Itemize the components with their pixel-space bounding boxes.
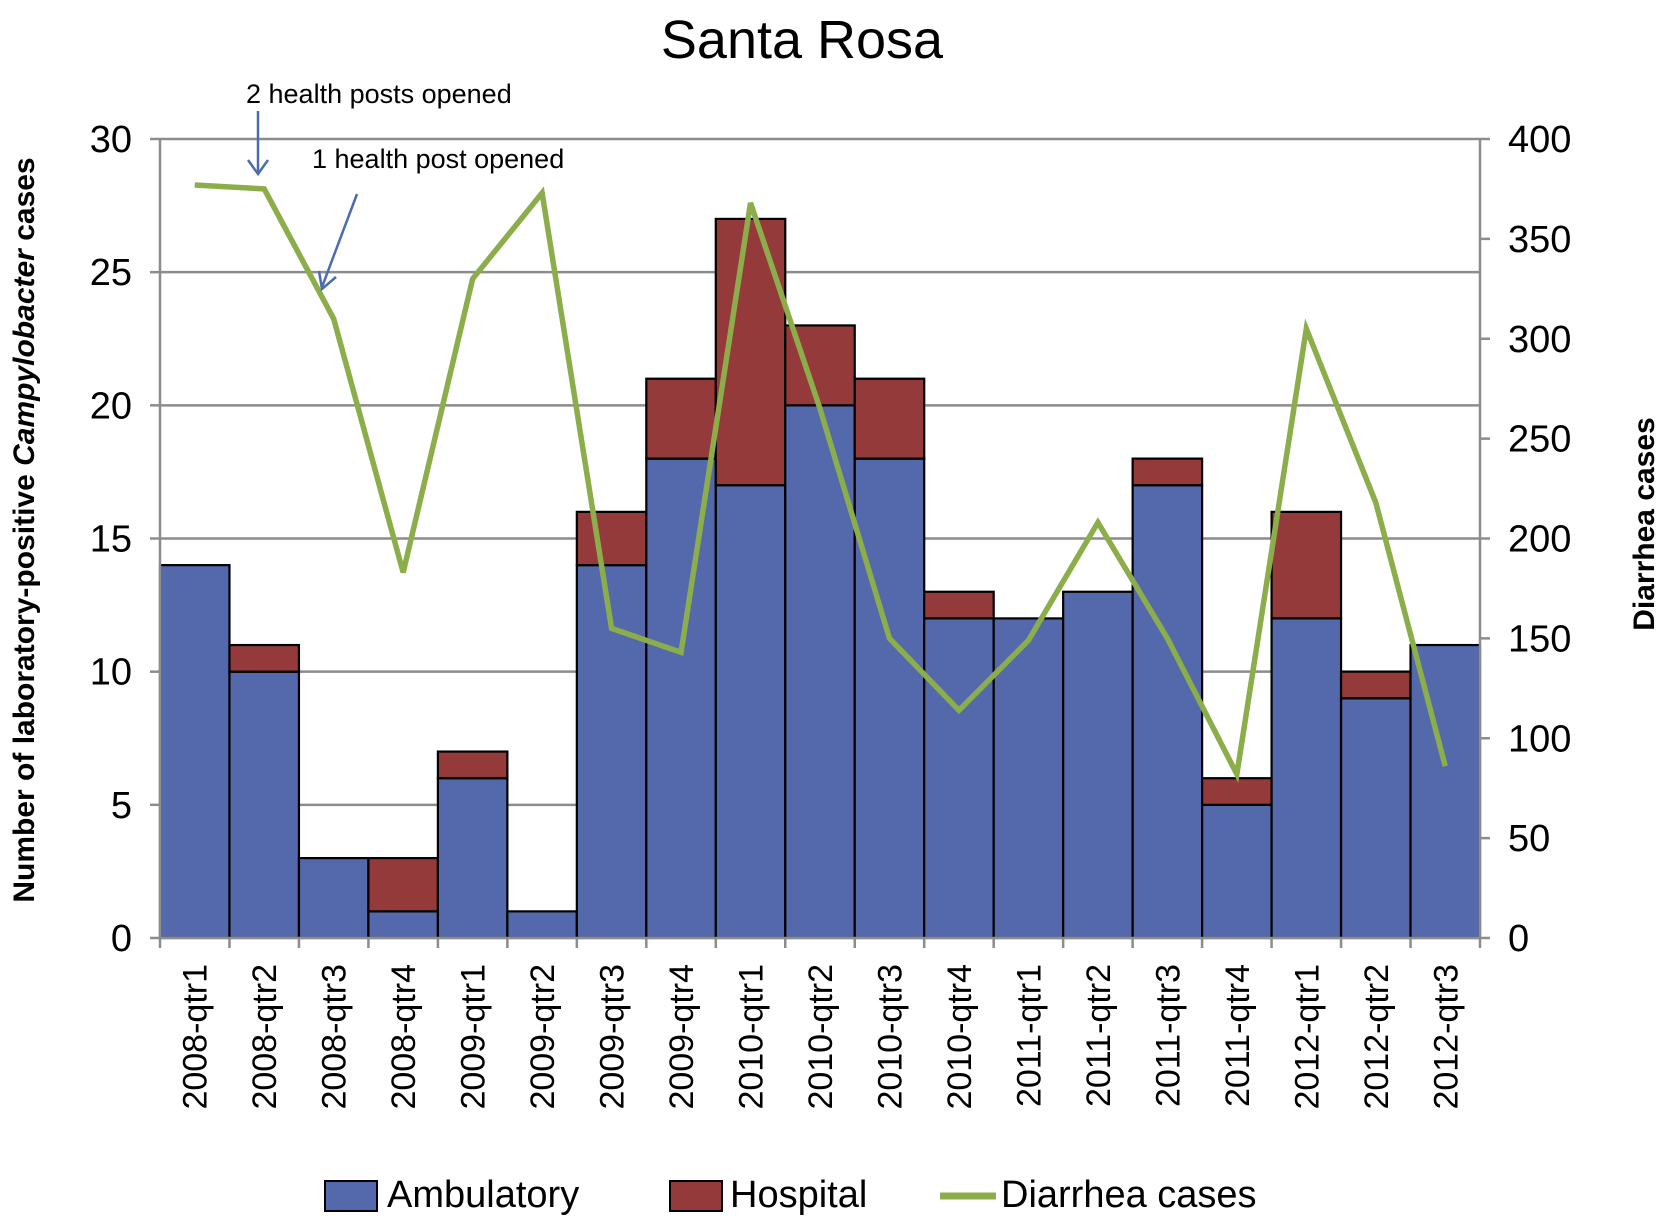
y-left-tick-label: 5 — [111, 785, 132, 827]
bar-ambulatory — [853, 457, 926, 940]
category-labels: 2008-qtr1 2008-qtr2 2008-qtr3 2008-qtr4 2009… — [177, 964, 1466, 1110]
bar-hospital — [1270, 510, 1343, 620]
x-category-label: 2010-qtr3 — [871, 964, 909, 1110]
diarrhea-line — [194, 182, 1448, 784]
bar-ambulatory — [714, 484, 787, 940]
y-right-tick-label: 0 — [1508, 918, 1529, 960]
x-category-label: 2008-qtr3 — [316, 964, 354, 1110]
y-left-tick-label: 20 — [90, 385, 132, 427]
y-right-tick-label: 50 — [1508, 818, 1550, 860]
x-category-label: 2008-qtr1 — [177, 964, 215, 1110]
bar-hospital — [367, 856, 439, 913]
bar-ambulatory — [1131, 484, 1204, 940]
annotation-2-health-posts: 2 health posts opened — [246, 79, 512, 177]
bar-hospital — [1339, 670, 1412, 700]
chart-title: Santa Rosa — [661, 10, 944, 70]
bar-ambulatory — [1201, 803, 1273, 940]
y-left-tick-label: 25 — [90, 252, 132, 294]
y-right-tick-label: 400 — [1508, 119, 1571, 161]
x-category-label: 2010-qtr4 — [941, 964, 979, 1110]
y-axis-left-label-prefix: Number of laboratory-positive — [8, 466, 41, 903]
bar-ambulatory — [992, 617, 1065, 940]
y-left-tick-label: 15 — [90, 519, 132, 561]
x-category-label: 2009-qtr4 — [663, 964, 701, 1110]
x-category-label: 2012-qtr3 — [1427, 964, 1465, 1110]
annotation-arrow-shaft — [320, 193, 359, 288]
x-category-label: 2008-qtr4 — [385, 964, 423, 1110]
annotation-arrow-head — [246, 159, 270, 177]
y-left-tick-label: 10 — [90, 652, 132, 694]
x-category-label: 2011-qtr3 — [1149, 964, 1187, 1107]
x-category-label: 2011-qtr4 — [1219, 964, 1257, 1107]
bar-ambulatory — [1409, 643, 1482, 940]
bar-ambulatory — [1062, 590, 1134, 940]
bar-hospital — [853, 377, 926, 460]
y-axis-left-label: Number of laboratory-positive Campylobac… — [8, 157, 41, 902]
y-axis-left-label-suffix: cases — [8, 157, 41, 249]
bar-hospital — [645, 377, 717, 460]
bar-hospital — [923, 590, 995, 620]
legend-label-diarrhea-cases: Diarrhea cases — [1001, 1174, 1257, 1216]
x-category-label: 2010-qtr2 — [802, 964, 840, 1110]
bar-hospital — [1201, 777, 1273, 806]
x-category-label: 2009-qtr3 — [594, 964, 632, 1110]
legend-swatch-hospital — [669, 1180, 723, 1212]
x-category-label: 2012-qtr2 — [1358, 964, 1396, 1110]
y-right-tick-label: 200 — [1508, 519, 1571, 561]
bar-ambulatory — [297, 856, 370, 940]
bar-hospital — [575, 510, 648, 567]
bar-ambulatory — [367, 910, 439, 940]
legend: Ambulatory Hospital Diarrhea cases — [324, 1174, 1257, 1216]
legend-label-hospital: Hospital — [730, 1174, 867, 1216]
annotation-2-health-posts-text: 2 health posts opened — [246, 79, 512, 109]
bar-ambulatory — [228, 670, 301, 940]
x-category-label: 2011-qtr2 — [1080, 964, 1118, 1107]
bar-ambulatory — [1339, 697, 1412, 940]
y-right-tick-label: 300 — [1508, 319, 1571, 361]
bar-hospital — [1131, 457, 1204, 487]
bar-ambulatory — [645, 457, 717, 940]
annotation-1-health-post-text: 1 health post opened — [312, 144, 564, 174]
bar-ambulatory — [506, 910, 578, 940]
x-category-label: 2009-qtr2 — [524, 964, 562, 1110]
bars — [158, 217, 1482, 940]
bar-ambulatory — [158, 564, 231, 940]
legend-swatch-ambulatory — [324, 1180, 378, 1212]
bar-hospital — [436, 750, 509, 780]
bar-ambulatory — [436, 777, 509, 940]
bar-ambulatory — [923, 617, 995, 940]
x-category-label: 2010-qtr1 — [733, 964, 771, 1110]
y-right-tick-label: 100 — [1508, 718, 1571, 760]
y-right-tick-label: 250 — [1508, 419, 1571, 461]
bar-ambulatory — [1270, 617, 1343, 940]
y-right-tick-label: 350 — [1508, 219, 1571, 261]
x-category-label: 2011-qtr1 — [1010, 964, 1048, 1107]
x-category-label: 2008-qtr2 — [246, 964, 284, 1110]
annotation-arrow-head — [317, 270, 337, 292]
y-right-tick-label: 150 — [1508, 618, 1571, 660]
y-axis-left-label-italic: Campylobacter — [8, 247, 41, 466]
bar-hospital — [228, 643, 301, 673]
annotation-1-health-post: 1 health post opened — [312, 144, 564, 292]
y-left-tick-label: 30 — [90, 119, 132, 161]
legend-label-ambulatory: Ambulatory — [387, 1174, 579, 1216]
x-category-label: 2009-qtr1 — [455, 964, 493, 1110]
axes — [150, 137, 1490, 948]
y-left-tick-label: 0 — [111, 918, 132, 960]
x-category-label: 2012-qtr1 — [1288, 964, 1326, 1110]
y-axis-right-label: Diarrhea cases — [1628, 417, 1661, 631]
